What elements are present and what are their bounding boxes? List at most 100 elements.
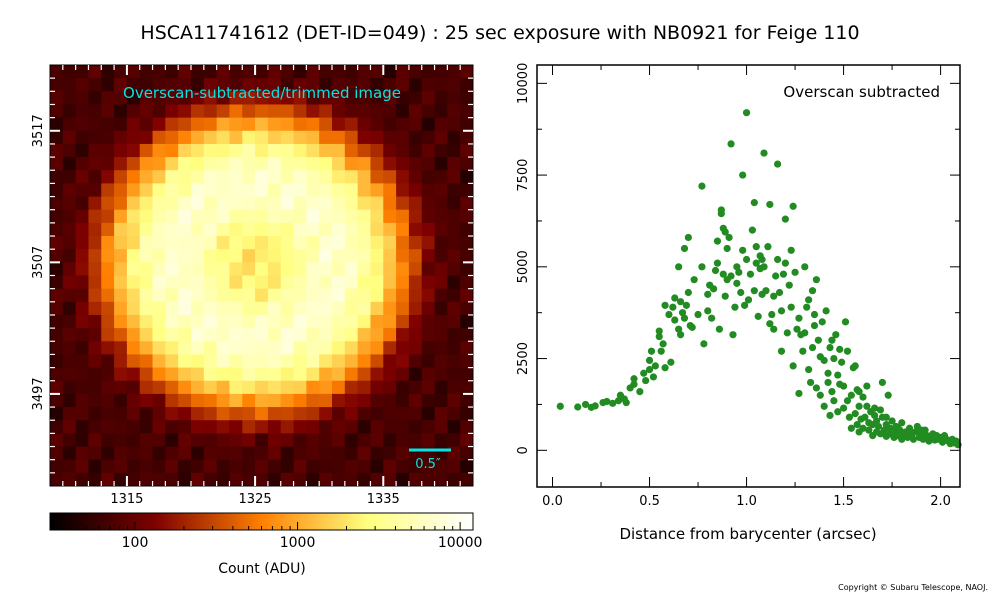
scatter-point: [863, 402, 871, 410]
heatmap-cell: [408, 196, 423, 211]
heatmap-cell: [255, 354, 269, 369]
scatter-point: [711, 266, 720, 275]
heatmap-cell: [114, 249, 128, 263]
heatmap-cell: [370, 341, 384, 356]
heatmap-cell: [460, 170, 473, 185]
figure-title: HSCA11741612 (DET-ID=049) : 25 sec expos…: [140, 22, 860, 44]
heatmap-cell: [319, 157, 333, 171]
heatmap-cell: [126, 341, 141, 356]
heatmap-cell: [191, 367, 205, 382]
scatter-point: [898, 435, 906, 443]
heatmap-cell: [421, 249, 436, 263]
heatmap-cell: [191, 341, 205, 356]
heatmap-cell: [242, 433, 256, 448]
scatter-point: [836, 345, 844, 353]
scatter-point: [779, 270, 788, 278]
heatmap-cell: [62, 209, 77, 224]
heatmap-cell: [114, 472, 128, 486]
heatmap-cell: [229, 117, 243, 132]
heatmap-cell: [293, 222, 307, 237]
heatmap-cell: [293, 328, 307, 342]
heatmap-cell: [178, 407, 192, 421]
heatmap-cell: [460, 91, 473, 106]
heatmap-cell: [396, 143, 410, 158]
heatmap-cell: [62, 288, 77, 303]
heatmap-cell: [267, 341, 282, 356]
scatter-point: [609, 399, 617, 407]
heatmap-cell: [101, 209, 115, 224]
heatmap-cell: [50, 104, 64, 119]
heatmap-cell: [191, 209, 205, 224]
heatmap-cell: [101, 288, 115, 303]
heatmap-cell: [191, 407, 205, 421]
heatmap-cell: [165, 117, 179, 132]
heatmap-cell: [139, 275, 154, 290]
scatter-point: [770, 325, 778, 333]
scatter-point: [630, 380, 638, 388]
heatmap-cell: [242, 65, 256, 79]
heatmap-panel: 1315 1325 1335 3497 3507 3517 Overscan-subtra…: [31, 64, 474, 507]
heatmap-cell: [203, 130, 218, 145]
heatmap-cell: [293, 380, 307, 395]
heatmap-cell: [255, 143, 269, 158]
heatmap-cell: [114, 301, 128, 316]
heatmap-cell: [165, 130, 179, 145]
heatmap-cell: [50, 446, 64, 461]
heatmap-cell: [178, 78, 192, 92]
scatter-point: [708, 314, 716, 322]
heatmap-cell: [434, 288, 448, 303]
heatmap-cell: [267, 393, 282, 408]
heatmap-cell: [460, 472, 473, 486]
heatmap-cell: [216, 236, 231, 250]
heatmap-cell: [357, 393, 372, 408]
heatmap-cell: [332, 328, 346, 342]
heatmap-cell: [460, 380, 473, 395]
heatmap-cell: [75, 328, 90, 342]
heatmap-cell: [357, 143, 372, 158]
scatter-point: [820, 356, 828, 364]
heatmap-cell: [178, 249, 192, 263]
scatter-point: [772, 272, 780, 280]
scatter-point: [603, 397, 611, 406]
scatter-point: [731, 303, 739, 311]
scatter-point: [713, 237, 722, 245]
heatmap-cell: [114, 354, 128, 369]
heatmap-cell: [126, 301, 141, 316]
scatter-point: [642, 376, 650, 385]
heatmap-cell: [357, 249, 372, 263]
heatmap-cell: [216, 459, 231, 474]
scatter-xtick-label: 1.0: [736, 494, 757, 509]
heatmap-cell: [165, 262, 179, 277]
heatmap-cell: [293, 275, 307, 290]
heatmap-cell: [344, 183, 359, 198]
heatmap-cell: [293, 393, 307, 408]
heatmap-cell: [152, 301, 166, 316]
heatmap-cell: [242, 78, 256, 92]
heatmap-cell: [88, 407, 102, 421]
colorbar-gradient: [50, 513, 473, 530]
heatmap-cell: [344, 222, 359, 237]
heatmap-cell: [370, 78, 384, 92]
heatmap-cell: [139, 209, 154, 224]
heatmap-cell: [460, 328, 473, 342]
heatmap-cell: [421, 130, 436, 145]
heatmap-cell: [216, 446, 231, 461]
scatter-point: [781, 259, 789, 267]
scatter-point: [845, 413, 853, 421]
heatmap-cell: [421, 288, 436, 303]
heatmap-cell: [75, 222, 90, 237]
heatmap-cell: [88, 393, 102, 408]
heatmap-cell: [229, 78, 243, 92]
heatmap-cell: [421, 236, 436, 250]
heatmap-cell: [267, 328, 282, 342]
heatmap-cell: [62, 407, 77, 421]
heatmap-cell: [50, 183, 64, 198]
heatmap-cell: [229, 459, 243, 474]
heatmap-cell: [357, 91, 372, 106]
heatmap-cell: [191, 354, 205, 369]
heatmap-cell: [357, 275, 372, 290]
scatter-point: [859, 393, 867, 401]
scatter-point: [822, 307, 830, 315]
heatmap-cell: [421, 301, 436, 316]
heatmap-cell: [139, 117, 154, 132]
